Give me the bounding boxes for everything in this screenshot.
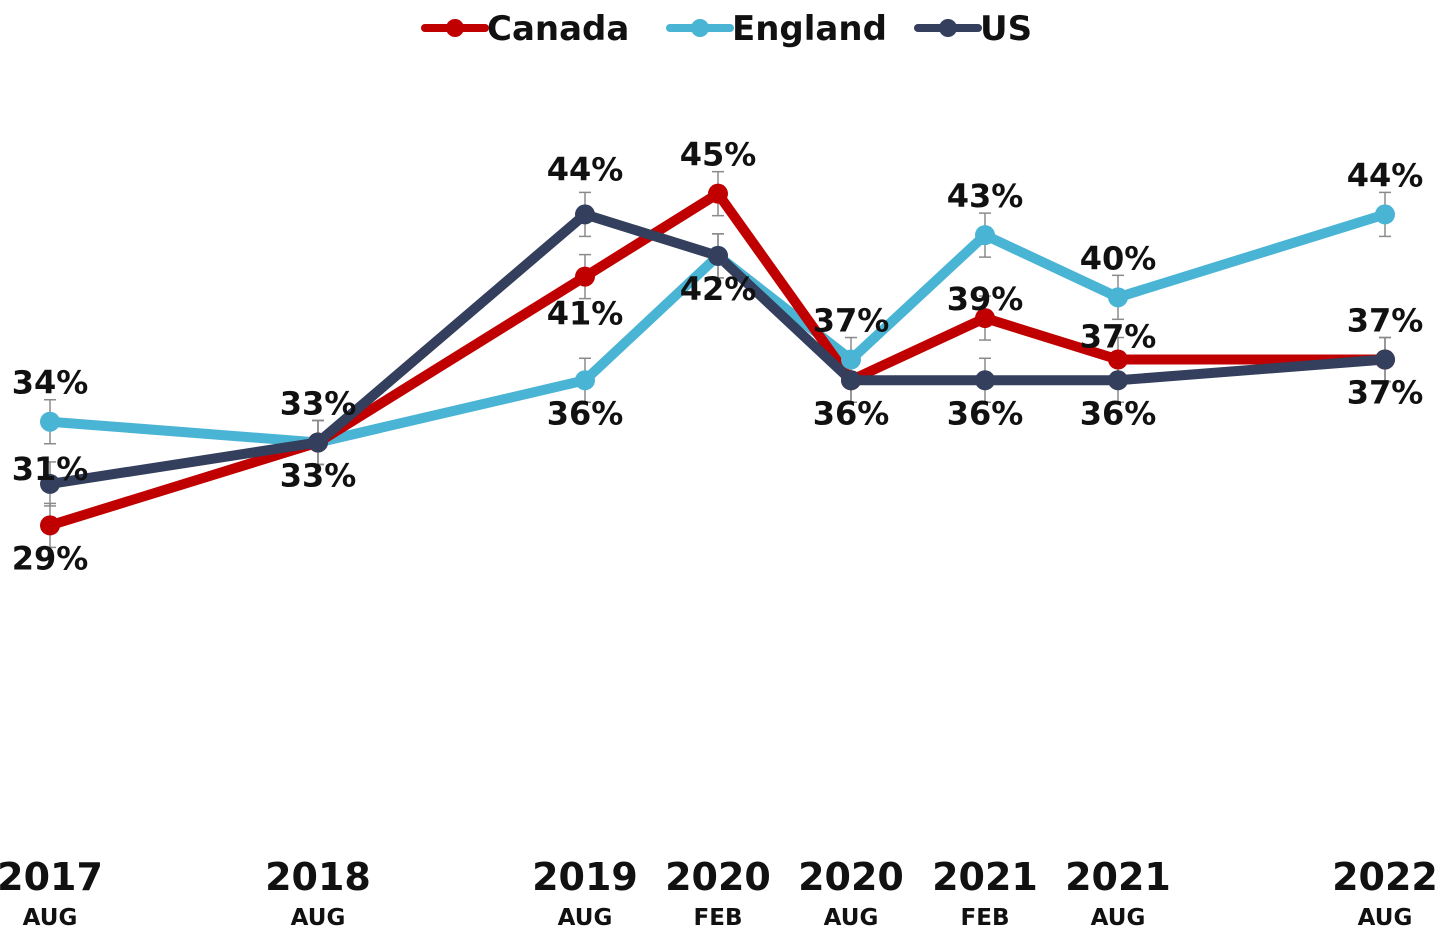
series-line-england	[45, 209, 1390, 448]
x-tick-period: AUG	[23, 905, 78, 930]
data-point-england	[1108, 287, 1128, 308]
x-tick: 2020 FEB	[665, 855, 771, 931]
data-labels: 29% 41% 45% 39% 37% 37% 34% 33% 36% 42% 37% 43% 40% 4…	[12, 136, 1424, 578]
series-lines	[45, 188, 1390, 531]
data-point-us	[1108, 370, 1128, 391]
data-label-canada: 37%	[1347, 302, 1424, 340]
x-tick-year: 2020	[798, 855, 904, 899]
data-label-us: 33%	[280, 384, 357, 422]
x-tick-period: AUG	[291, 905, 346, 930]
legend-marker	[691, 19, 709, 37]
legend-marker	[939, 19, 957, 37]
x-tick: 2019 AUG	[532, 855, 638, 931]
data-point-england	[575, 370, 595, 391]
x-tick-year: 2021	[932, 855, 1038, 899]
data-point-canada	[708, 183, 728, 204]
data-point-us	[708, 245, 728, 266]
series-line-us	[45, 209, 1390, 489]
data-point-england	[975, 225, 995, 246]
data-label-england: 37%	[813, 302, 890, 340]
x-tick: 2018 AUG	[265, 855, 371, 931]
data-point-england	[40, 411, 60, 432]
data-label-canada: 29%	[12, 539, 89, 577]
legend-marker	[446, 19, 464, 37]
data-label-england: 33%	[280, 456, 357, 494]
legend: Canada England US	[421, 9, 1032, 49]
legend-item-canada: Canada	[421, 9, 629, 49]
x-tick: 2017 AUG	[0, 855, 103, 931]
legend-item-us: US	[914, 9, 1032, 49]
data-point-england	[841, 349, 861, 370]
data-point-canada	[1108, 349, 1128, 370]
legend-label: US	[980, 9, 1032, 49]
x-tick-period: FEB	[694, 905, 743, 930]
x-tick-year: 2021	[1065, 855, 1171, 899]
data-label-canada: 45%	[680, 136, 757, 174]
data-label-us: 36%	[947, 394, 1024, 432]
x-tick-period: AUG	[824, 905, 879, 930]
x-tick: 2021 FEB	[932, 855, 1038, 931]
data-point-canada	[575, 266, 595, 287]
data-label-england: 43%	[947, 177, 1024, 215]
data-point-us	[841, 370, 861, 391]
data-label-england: 34%	[12, 364, 89, 402]
x-tick-period: AUG	[1358, 905, 1413, 930]
x-tick-year: 2022	[1332, 855, 1438, 899]
x-tick-year: 2017	[0, 855, 103, 899]
legend-item-england: England	[666, 9, 887, 49]
data-label-canada: 41%	[547, 295, 624, 333]
x-tick: 2022 AUG	[1332, 855, 1438, 931]
data-point-us	[575, 204, 595, 225]
legend-label: Canada	[487, 9, 629, 49]
x-tick-year: 2020	[665, 855, 771, 899]
data-point-us	[1375, 349, 1395, 370]
data-point-england	[1375, 204, 1395, 225]
x-tick: 2020 AUG	[798, 855, 904, 931]
data-label-england: 36%	[547, 394, 624, 432]
data-label-canada: 37%	[1080, 318, 1157, 356]
series-points	[40, 183, 1395, 536]
data-point-us	[40, 473, 60, 494]
data-point-us	[975, 370, 995, 391]
data-label-us: 31%	[12, 450, 89, 488]
x-tick: 2021 AUG	[1065, 855, 1171, 931]
data-label-england: 40%	[1080, 239, 1157, 277]
x-tick-year: 2018	[265, 855, 371, 899]
data-point-canada	[975, 308, 995, 329]
data-label-us: 44%	[547, 150, 624, 188]
data-label-us: 37%	[1347, 374, 1424, 412]
data-label-england: 42%	[680, 270, 757, 308]
data-label-england: 44%	[1347, 156, 1424, 194]
data-label-us: 36%	[813, 394, 890, 432]
x-tick-period: FEB	[961, 905, 1010, 930]
data-point-canada	[40, 515, 60, 536]
data-point-us	[308, 432, 328, 453]
x-tick-year: 2019	[532, 855, 638, 899]
data-label-canada: 39%	[947, 280, 1024, 318]
x-axis-labels: 2017 AUG 2018 AUG 2019 AUG 2020 FEB 2020 AUG 2021 F…	[0, 855, 1438, 931]
legend-label: England	[732, 9, 887, 49]
x-tick-period: AUG	[558, 905, 613, 930]
data-label-us: 36%	[1080, 394, 1157, 432]
x-tick-period: AUG	[1091, 905, 1146, 930]
series-line-canada	[45, 188, 1390, 531]
